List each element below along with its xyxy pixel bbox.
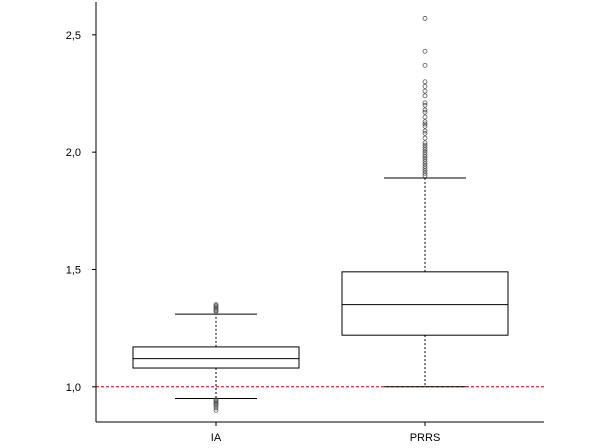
outlier-point bbox=[422, 168, 428, 174]
y-tick-label: 1,5 bbox=[66, 264, 81, 276]
outlier-point bbox=[422, 79, 428, 85]
x-tick-label: IA bbox=[211, 432, 222, 444]
outlier-point bbox=[422, 100, 428, 106]
y-tick-label: 2,5 bbox=[66, 30, 81, 42]
outlier-point bbox=[213, 407, 219, 413]
outlier-point bbox=[422, 62, 428, 68]
outlier-point bbox=[422, 163, 428, 169]
outlier-point bbox=[422, 84, 428, 89]
y-tick-label: 2,0 bbox=[66, 147, 81, 159]
outlier-point bbox=[422, 48, 428, 54]
outlier-point bbox=[422, 121, 428, 127]
box-group-ia bbox=[132, 302, 300, 413]
outlier-point bbox=[422, 130, 428, 136]
outlier-point bbox=[422, 170, 428, 176]
outlier-point bbox=[213, 405, 219, 411]
axes: 1,0 1,5 2,0 2,5 IA PRRS bbox=[66, 2, 544, 444]
outlier-point bbox=[213, 302, 219, 308]
outlier-point bbox=[422, 109, 428, 115]
iqr-box bbox=[132, 346, 300, 369]
outlier-point bbox=[422, 140, 428, 146]
x-tick-label: PRRS bbox=[410, 432, 441, 444]
outlier-point bbox=[422, 123, 428, 129]
outlier-point bbox=[422, 147, 428, 153]
outlier-point bbox=[422, 173, 428, 179]
plot-area bbox=[96, 16, 544, 413]
y-tick-label: 1,0 bbox=[66, 382, 81, 394]
outlier-point bbox=[422, 88, 428, 94]
outlier-point bbox=[422, 145, 428, 150]
outlier-point bbox=[422, 156, 428, 162]
outlier-point bbox=[422, 102, 428, 108]
outlier-point bbox=[422, 119, 428, 125]
iqr-box bbox=[341, 271, 509, 336]
outlier-point bbox=[422, 142, 428, 148]
outlier-point bbox=[422, 166, 428, 171]
outlier-point bbox=[422, 152, 428, 157]
outlier-point bbox=[422, 159, 428, 164]
outlier-point bbox=[422, 135, 428, 141]
outlier-point bbox=[422, 16, 428, 21]
outlier-point bbox=[422, 149, 428, 155]
outlier-point bbox=[422, 107, 428, 113]
outlier-point bbox=[422, 114, 428, 120]
outlier-point bbox=[422, 93, 428, 99]
outlier-point bbox=[422, 128, 428, 134]
outlier-point bbox=[213, 397, 219, 403]
box-group-prrs bbox=[341, 16, 509, 388]
outlier-point bbox=[422, 161, 428, 167]
outlier-point bbox=[422, 154, 428, 160]
